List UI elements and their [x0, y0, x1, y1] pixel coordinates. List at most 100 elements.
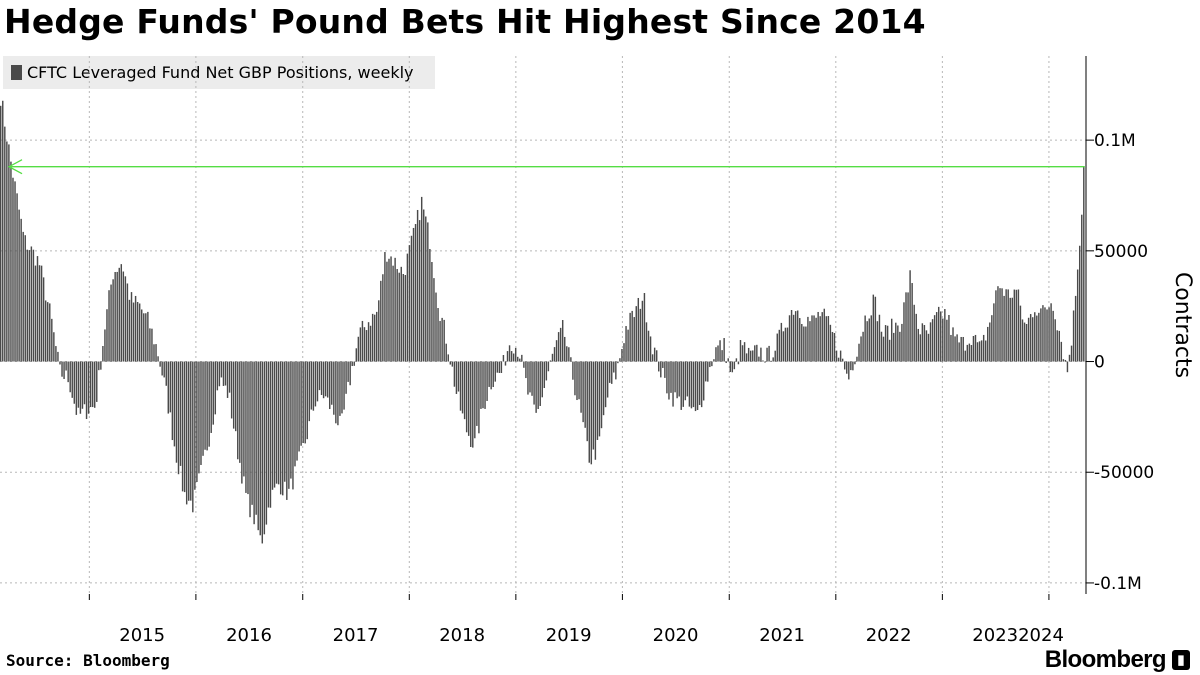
- bar: [819, 316, 821, 362]
- bar: [592, 361, 595, 450]
- bar: [598, 361, 601, 437]
- bar: [1015, 289, 1018, 362]
- bar: [923, 325, 926, 362]
- bar: [38, 265, 41, 362]
- bar: [136, 301, 139, 362]
- bar: [298, 361, 300, 452]
- bar: [572, 361, 574, 380]
- bar: [651, 354, 654, 362]
- x-tick-label: 2018: [439, 625, 485, 646]
- y-axis-label: Contracts: [1170, 272, 1195, 378]
- bar: [653, 347, 656, 362]
- bar: [398, 272, 400, 362]
- bar: [1083, 166, 1085, 362]
- bar: [359, 327, 362, 362]
- bar: [423, 209, 425, 362]
- bar: [903, 302, 905, 362]
- bar: [492, 361, 494, 388]
- bar: [351, 361, 353, 367]
- bar: [216, 361, 219, 391]
- bar: [876, 321, 879, 362]
- bar: [690, 361, 693, 409]
- bar: [1017, 289, 1020, 362]
- bar: [85, 361, 88, 420]
- bar: [568, 347, 570, 362]
- bar: [67, 361, 69, 383]
- bar: [727, 358, 729, 362]
- bar: [913, 304, 915, 362]
- bar: [91, 361, 94, 408]
- bar: [643, 293, 646, 362]
- chart-glyph-icon: ▮: [1172, 650, 1190, 670]
- bar: [149, 328, 151, 362]
- bar: [688, 361, 691, 407]
- bar: [312, 361, 315, 411]
- bar: [243, 361, 245, 477]
- bar: [864, 315, 866, 362]
- bar: [157, 356, 159, 362]
- x-tick-label: 2024: [1018, 625, 1064, 646]
- bar: [543, 361, 546, 389]
- bar: [717, 345, 719, 362]
- bar: [1009, 297, 1011, 362]
- bar: [147, 311, 149, 362]
- bar: [486, 361, 488, 401]
- bar: [846, 361, 848, 374]
- bar: [357, 336, 360, 362]
- bar: [120, 264, 123, 362]
- bar: [271, 361, 274, 490]
- bar: [470, 361, 472, 447]
- bar: [623, 343, 625, 362]
- bar: [384, 252, 386, 362]
- bar: [578, 361, 580, 400]
- bar: [96, 361, 98, 402]
- bar: [835, 350, 838, 362]
- bar: [0, 105, 2, 362]
- bar: [625, 326, 627, 362]
- bar: [431, 262, 433, 362]
- bar: [214, 361, 217, 415]
- bar: [1054, 319, 1056, 362]
- bar: [208, 361, 210, 447]
- bar: [527, 361, 529, 395]
- bar: [574, 361, 576, 396]
- bar: [81, 361, 84, 409]
- bar: [192, 361, 194, 513]
- bar: [6, 141, 8, 362]
- bar: [210, 361, 212, 433]
- bar: [288, 361, 290, 489]
- x-axis-labels: 2015 2016 2017 2018 2019 2020 2021 2022 2023 2024: [119, 625, 1064, 646]
- bar: [267, 361, 270, 508]
- bar: [478, 361, 480, 434]
- bar: [1044, 307, 1046, 362]
- bar: [496, 361, 499, 373]
- bar: [803, 326, 805, 362]
- bar: [684, 361, 687, 401]
- bar: [956, 334, 958, 362]
- bar: [954, 336, 956, 362]
- bar: [868, 318, 870, 362]
- bar: [134, 295, 137, 362]
- bar: [179, 361, 182, 466]
- bar: [523, 361, 525, 368]
- bar: [44, 300, 47, 362]
- bar: [995, 290, 997, 362]
- bar: [809, 321, 811, 362]
- bar: [196, 361, 198, 482]
- bar: [143, 313, 145, 362]
- bloomberg-logo: Bloomberg ▮: [1045, 646, 1190, 674]
- y-axis: 0.1M 50000 0 -50000 -0.1M: [88, 56, 1154, 600]
- bar: [104, 329, 106, 362]
- bar: [218, 361, 221, 387]
- bar: [269, 361, 272, 508]
- bar: [414, 224, 417, 362]
- bar: [173, 361, 176, 447]
- bar: [709, 361, 711, 368]
- bar: [529, 361, 531, 393]
- bar: [1072, 310, 1075, 362]
- bar: [490, 361, 492, 390]
- bar: [177, 361, 180, 475]
- x-tick-label: 2020: [653, 625, 699, 646]
- bar: [537, 361, 539, 410]
- bar: [394, 257, 396, 362]
